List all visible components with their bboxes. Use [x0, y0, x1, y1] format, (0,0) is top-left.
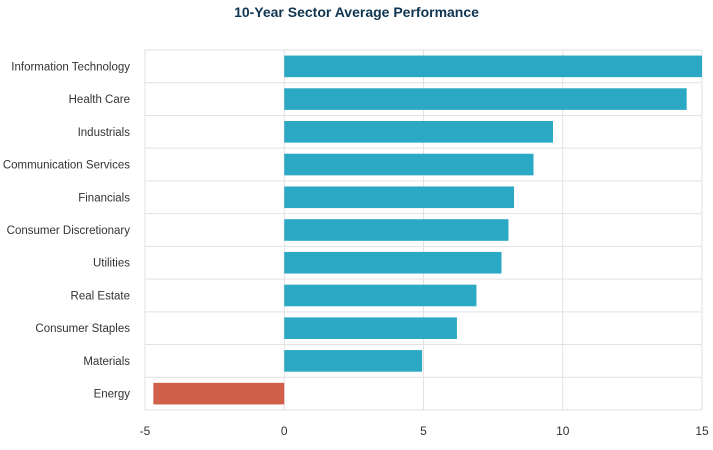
x-tick-label: -5	[140, 424, 151, 438]
category-label: Health Care	[69, 94, 130, 106]
bar-information-technology	[284, 55, 702, 78]
x-tick-label: 5	[420, 424, 427, 438]
bar-utilities	[284, 251, 502, 274]
category-label: Financials	[78, 192, 130, 204]
category-label: Information Technology	[11, 61, 130, 73]
bar-materials	[284, 350, 423, 372]
category-label: Materials	[83, 356, 130, 368]
category-label: Energy	[94, 389, 131, 401]
bar-consumer-discretionary	[284, 219, 509, 241]
bar-energy	[153, 382, 285, 405]
category-label: Communication Services	[3, 160, 130, 172]
x-tick-label: 0	[281, 424, 288, 438]
bar-consumer-staples	[284, 317, 457, 339]
bar-real-estate	[284, 284, 477, 307]
bar-financials	[284, 186, 515, 209]
chart-title: 10-Year Sector Average Performance	[234, 4, 479, 20]
bar-health-care	[284, 88, 687, 110]
category-label: Utilities	[93, 258, 130, 270]
bar-communication-services	[284, 153, 534, 176]
category-label: Real Estate	[71, 290, 130, 302]
bar-industrials	[284, 121, 554, 143]
category-label: Consumer Staples	[35, 323, 130, 335]
category-label: Industrials	[78, 127, 131, 139]
x-tick-label: 10	[556, 424, 570, 438]
x-tick-label: 15	[695, 424, 709, 438]
category-label: Consumer Discretionary	[7, 225, 131, 237]
